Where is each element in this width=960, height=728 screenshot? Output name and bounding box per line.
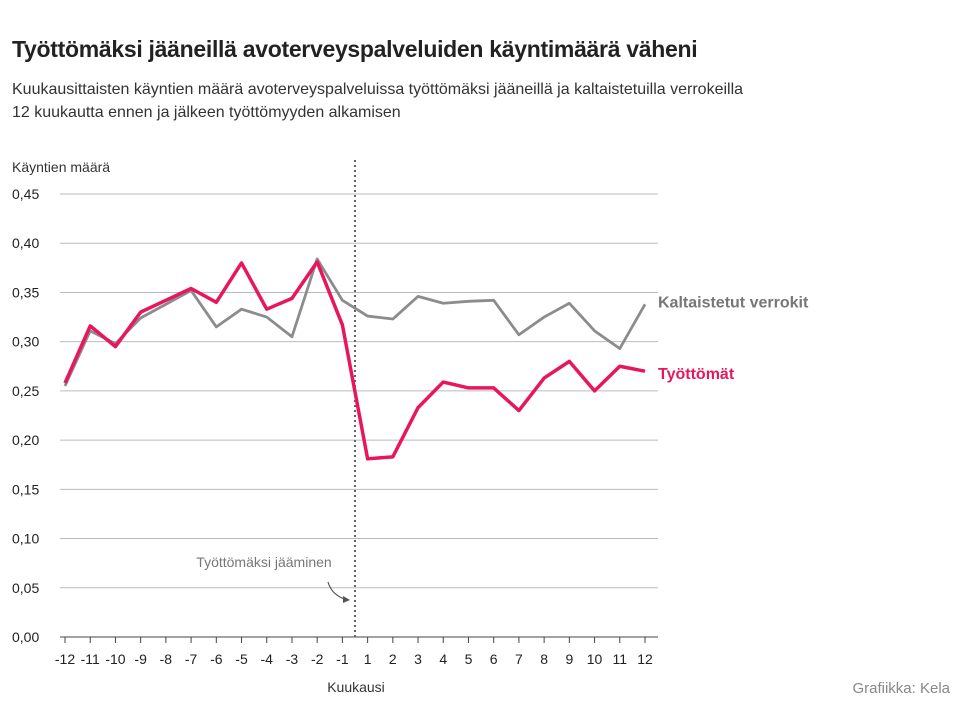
chart-title: Työttömäksi jääneillä avoterveyspalvelui… bbox=[12, 36, 698, 62]
x-tick-label: -11 bbox=[81, 651, 100, 667]
y-tick-label: 0,30 bbox=[12, 334, 39, 350]
x-tick-label: 7 bbox=[515, 651, 523, 667]
annotation-arrowhead bbox=[343, 596, 350, 603]
x-tick-label: 11 bbox=[613, 651, 628, 667]
x-tick-label: 5 bbox=[465, 651, 473, 667]
subtitle-line-2: 12 kuukautta ennen ja jälkeen työttömyyd… bbox=[12, 104, 401, 121]
y-tick-label: 0,45 bbox=[12, 186, 39, 202]
x-tick-label: 4 bbox=[439, 651, 447, 667]
y-tick-label: 0,05 bbox=[12, 580, 39, 596]
credit: Grafiikka: Kela bbox=[852, 680, 950, 697]
x-tick-label: -8 bbox=[160, 651, 173, 667]
x-tick-label: -3 bbox=[286, 651, 299, 667]
x-tick-label: 9 bbox=[565, 651, 573, 667]
subtitle-line-1: Kuukausittaisten käyntien määrä avoterve… bbox=[12, 81, 744, 98]
x-tick-label: -2 bbox=[311, 651, 324, 667]
x-tick-label: -9 bbox=[134, 651, 147, 667]
x-tick-label: 1 bbox=[364, 651, 372, 667]
x-tick-label: 6 bbox=[490, 651, 498, 667]
x-tick-label: -5 bbox=[235, 651, 248, 667]
y-tick-label: 0,15 bbox=[12, 481, 39, 497]
y-tick-label: 0,00 bbox=[12, 629, 39, 645]
y-tick-label: 0,20 bbox=[12, 432, 39, 448]
x-tick-label: 3 bbox=[414, 651, 422, 667]
series-line-tyottomat bbox=[63, 260, 646, 461]
x-axis-label: Kuukausi bbox=[327, 679, 385, 695]
series-line-verrokit bbox=[63, 257, 647, 387]
x-tick-label: -4 bbox=[261, 651, 274, 667]
y-axis-label: Käyntien määrä bbox=[12, 159, 110, 175]
x-tick-label: -12 bbox=[55, 651, 75, 667]
y-tick-label: 0,10 bbox=[12, 531, 39, 547]
x-tick-label: 10 bbox=[587, 651, 603, 667]
y-tick-label: 0,25 bbox=[12, 383, 39, 399]
y-tick-label: 0,35 bbox=[12, 284, 39, 300]
x-tick-label: -7 bbox=[185, 651, 198, 667]
x-tick-label: 12 bbox=[637, 651, 653, 667]
chart-subtitle: Kuukausittaisten käyntien määrä avoterve… bbox=[12, 78, 743, 124]
y-tick-label: 0,40 bbox=[12, 235, 39, 251]
x-tick-label: -1 bbox=[336, 651, 349, 667]
x-tick-label: -6 bbox=[210, 651, 223, 667]
x-tick-label: 8 bbox=[540, 651, 548, 667]
event-annotation: Työttömäksi jääminen bbox=[196, 554, 331, 570]
x-tick-label: 2 bbox=[389, 651, 397, 667]
series-label: Kaltaistetut verrokit bbox=[658, 294, 809, 311]
x-tick-label: -10 bbox=[105, 651, 125, 667]
series-label: Työttömät bbox=[658, 366, 735, 383]
